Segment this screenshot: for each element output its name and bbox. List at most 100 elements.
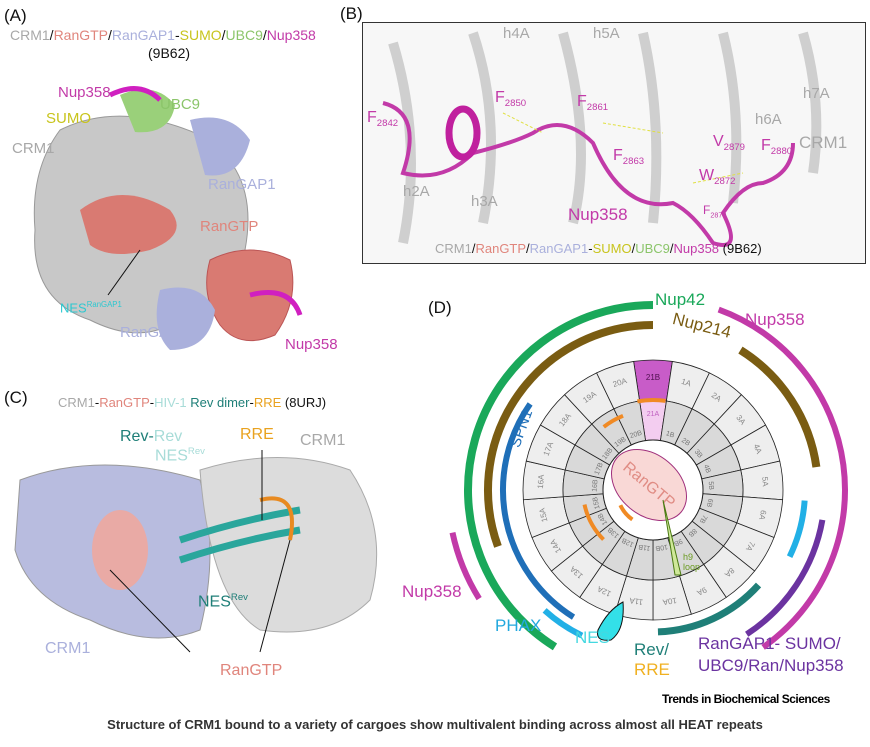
panel-a-label: (A) — [4, 6, 27, 25]
repeat-label: 1B — [665, 430, 676, 439]
rre-arc-top — [637, 398, 666, 404]
repeat-label: 16B — [592, 479, 600, 492]
repeat-label: 6A — [757, 509, 768, 521]
heat-repeat-wheel: 21B 1A2A3A4A5A6A7A8A9A10A11A12A13A14A15A1… — [449, 301, 848, 651]
helix-h7a: h7A — [803, 85, 830, 102]
label-rangap1-bottom: RanGAP1 — [120, 324, 188, 341]
crm1-helices — [388, 31, 822, 244]
helix-h6a: h6A — [755, 111, 782, 128]
label-rev: Rev/ — [634, 640, 669, 659]
rangtp-surface — [92, 510, 148, 590]
label-crm1-right: CRM1 — [300, 432, 346, 449]
title-part: / — [526, 241, 530, 256]
title-part: - — [94, 395, 100, 410]
residue-v2879: V2879 — [713, 133, 746, 154]
title-part: - — [249, 395, 254, 410]
label-nup42: Nup42 — [655, 290, 706, 309]
repeat-label: 6B — [705, 498, 714, 508]
title-part: / — [49, 27, 54, 43]
repeat-label: 2B — [680, 437, 691, 448]
title-part: CRM1 — [435, 241, 472, 256]
residue-f2842: F2842 — [367, 109, 399, 130]
helix-h3a: h3A — [471, 193, 498, 210]
contacts — [502, 112, 744, 184]
nup214-arc-right — [738, 346, 821, 468]
repeat-label: 15A — [537, 506, 549, 523]
title-part: Nup358 — [266, 27, 316, 43]
nup358-helix — [445, 105, 481, 161]
title-part: SUMO — [179, 27, 222, 43]
title-part: SUMO — [592, 241, 632, 256]
title-part: / — [108, 27, 112, 43]
repeat-label: 5A — [760, 476, 770, 487]
h9-loop — [662, 499, 682, 576]
repeat-label: 16A — [536, 474, 546, 490]
title-part: - — [149, 395, 155, 410]
panel-a-structure — [33, 86, 303, 350]
rre-rna — [259, 496, 294, 541]
rre-arc-inner — [618, 504, 634, 522]
title-part: RanGTP — [99, 395, 150, 410]
phax-arc-right — [786, 500, 808, 558]
residue-f2861: F2861 — [577, 93, 609, 114]
repeat-label: 17B — [594, 462, 605, 476]
panel-b-label: (B) — [340, 4, 363, 23]
repeat-label: 11B — [638, 543, 651, 552]
journal-name: Trends in Biochemical Sciences — [662, 692, 830, 706]
panel-c-label: (C) — [4, 388, 28, 407]
repeat-label: 3B — [693, 449, 704, 460]
title-part: / — [471, 241, 476, 256]
label-crm1: CRM1 — [12, 140, 55, 157]
nup358-ribbon — [108, 86, 303, 316]
nup358-chain — [382, 101, 795, 247]
rangtp-ellipse — [610, 449, 688, 521]
panel-a-pdb: (9B62) — [148, 45, 191, 61]
title-part: Rev dimer — [186, 395, 250, 410]
residue-f2863: F2863 — [613, 147, 645, 168]
label-phax: PHAX — [495, 616, 542, 635]
repeat-label: 5B — [707, 481, 715, 490]
rev-arc — [657, 582, 762, 636]
rre-arc-2 — [602, 413, 624, 429]
residue-f2880: F2880 — [761, 137, 793, 158]
label-nes-rev-top: NESRev — [155, 446, 205, 465]
panel-c-title: CRM1-RanGTP-HIV-1 Rev dimer-RRE (8URJ) — [58, 395, 326, 410]
label-rangap-line2: UBC9/Ran/Nup358 — [698, 656, 844, 675]
repeat-label: 20A — [612, 376, 629, 389]
title-part: UBC9 — [635, 241, 670, 256]
figure-caption: Structure of CRM1 bound to a variety of … — [107, 717, 763, 732]
repeat-label: 21A — [647, 411, 660, 418]
helix-h2a: h2A — [403, 183, 430, 200]
label-rre: RRE — [634, 660, 670, 679]
rre-arc — [582, 504, 605, 541]
label-nup358: Nup358 — [568, 205, 628, 224]
label-nup358-left: Nup358 — [402, 582, 462, 601]
panel-b-box: h4A h5A h7A h6A h2A h3A F2842 F2850 F286… — [362, 22, 866, 264]
phax-arc — [542, 608, 584, 639]
rangtp-surface — [80, 195, 177, 254]
title-part: - — [588, 241, 593, 256]
title-part: / — [669, 241, 674, 256]
rangtp-arrow-left — [109, 569, 191, 653]
label-nes-rev-bottom: NESRev — [198, 592, 248, 611]
nes-droplet — [597, 601, 624, 641]
repeat-label: 1A — [680, 377, 693, 389]
repeat-label: 21B — [646, 373, 660, 382]
rangap1-lower — [156, 287, 215, 350]
helix-h4a: h4A — [503, 25, 530, 42]
h9-loop-label: h9 — [683, 552, 693, 562]
residue-w2872: W2872 — [699, 167, 736, 188]
title-part: CRM1 — [10, 27, 50, 43]
rangap1-upper — [190, 117, 250, 176]
label-crm1: CRM1 — [799, 133, 848, 152]
label-nes-rangap1: NESRanGAP1 — [60, 300, 122, 316]
residue-f2850: F2850 — [495, 89, 527, 110]
repeat-label: 9B — [672, 537, 683, 547]
label-rev-rev: Rev-Rev — [120, 428, 183, 445]
label-rangtp: RanGTP — [220, 662, 283, 679]
label-sumo: SUMO — [46, 110, 91, 127]
title-part: / — [631, 241, 636, 256]
label-nes: NES — [575, 628, 610, 647]
nup214-arc — [484, 321, 654, 548]
repeat-label: 20B — [629, 430, 643, 440]
